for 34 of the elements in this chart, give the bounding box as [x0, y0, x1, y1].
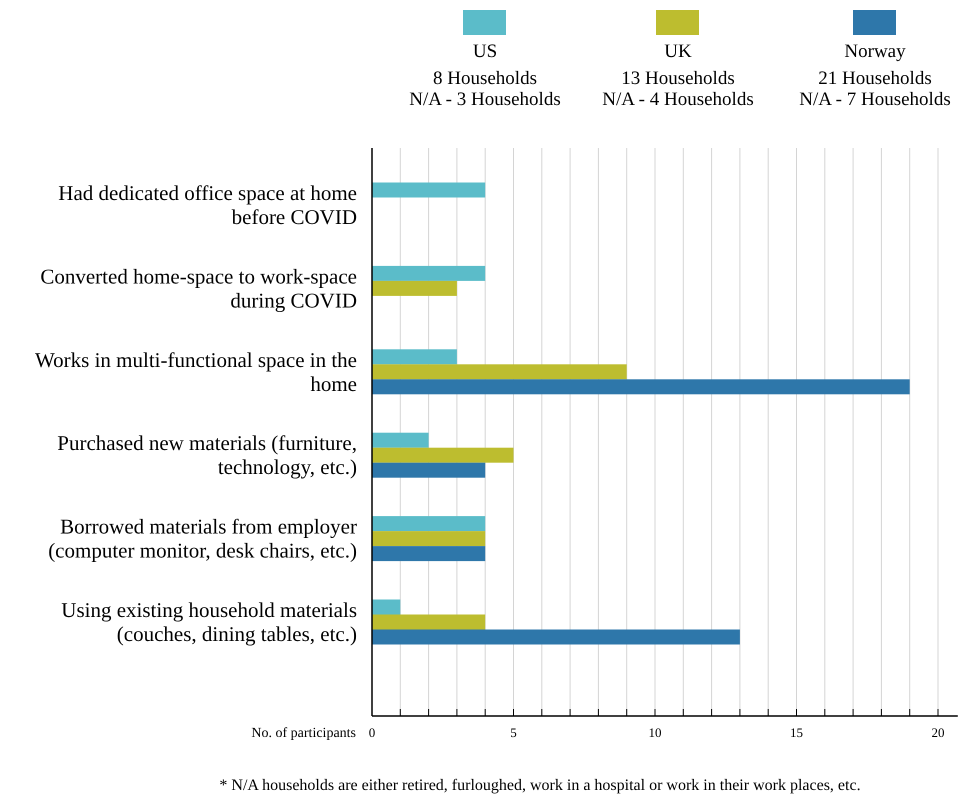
- bar: [372, 379, 910, 394]
- x-tick-label: 15: [790, 725, 803, 740]
- bar: [372, 349, 457, 364]
- legend-label: UK: [664, 41, 692, 62]
- y-tick-label: Borrowed materials from employer (computer monitor, desk chairs, etc.): [48, 514, 357, 563]
- x-tick-label: 20: [932, 725, 944, 740]
- y-tick-label: Works in multi-functional space in the home: [35, 348, 357, 396]
- bar: [372, 600, 400, 614]
- x-axis-title: No. of participants: [251, 726, 356, 741]
- legend-label: Norway: [844, 41, 906, 62]
- bar: [372, 182, 486, 198]
- x-tick-label: 5: [510, 725, 517, 740]
- y-tick-label: Had dedicated office space at home before COVID: [58, 181, 357, 229]
- bar: [372, 364, 627, 380]
- bar: [372, 448, 514, 463]
- bar: [372, 516, 486, 532]
- text: * N/A households are either retired, furloughed, work in a hospital or work in their work places, etc.: [219, 777, 861, 794]
- y-tick-label: Purchased new materials (furniture, technology, etc.): [57, 431, 357, 480]
- bar: [372, 614, 486, 630]
- y-tick-label: Using existing household materials (couches, dining tables, etc.): [61, 598, 358, 646]
- text: 21 Households N/A - 7 Households: [799, 68, 951, 110]
- text: 13 Households N/A - 4 Households: [602, 68, 754, 110]
- bar: [372, 462, 486, 478]
- legend-label: US: [472, 41, 498, 62]
- x-tick-label: 0: [368, 725, 376, 740]
- text: 8 Households N/A - 3 Households: [409, 68, 561, 110]
- y-tick-label: Converted home-space to work-space during COVID: [40, 264, 357, 312]
- bar: [372, 531, 486, 546]
- bar: [372, 630, 740, 644]
- bar: [372, 266, 486, 281]
- bar: [372, 432, 429, 448]
- bar: [372, 280, 457, 296]
- x-tick-label: 10: [648, 725, 662, 740]
- bar: [372, 546, 486, 562]
